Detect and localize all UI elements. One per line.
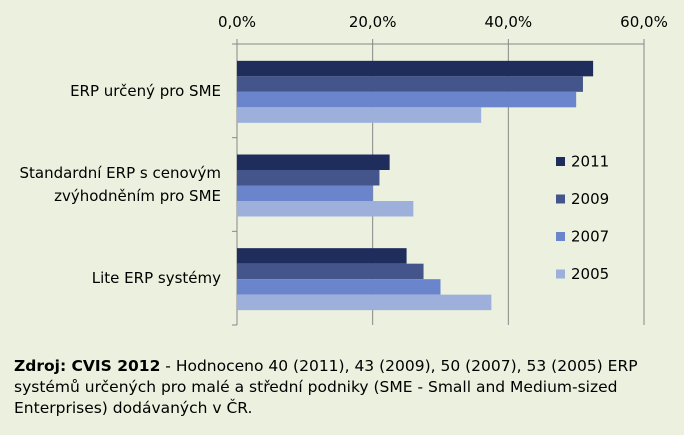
legend-swatch: [556, 269, 565, 279]
legend-label: 2007: [571, 228, 609, 246]
bar: [237, 60, 594, 77]
x-tick-label: 60,0%: [620, 13, 668, 31]
x-tick-label: 20,0%: [349, 13, 397, 31]
bar: [237, 154, 390, 170]
legend-swatch: [556, 194, 565, 204]
legend-label: 2009: [571, 190, 609, 208]
bar: [237, 185, 373, 201]
bar: [237, 248, 407, 264]
bar: [237, 279, 441, 295]
bar: [237, 263, 424, 280]
category-label: ERP určený pro SME: [70, 82, 221, 100]
legend-label: 2005: [571, 265, 609, 283]
legend-swatch: [556, 232, 565, 241]
bars: [237, 60, 594, 311]
caption-text: - Hodnoceno 40 (2011), 43 (2009), 50 (20…: [14, 357, 638, 417]
legend-swatch: [556, 157, 565, 166]
bar: [237, 170, 380, 186]
bar: [237, 294, 492, 311]
source-caption: Zdroj: CVIS 2012 - Hodnoceno 40 (2011), …: [14, 356, 674, 419]
x-tick-labels: 0,0% 20,0% 40,0% 60,0%: [218, 13, 668, 31]
x-tick-label: 40,0%: [485, 13, 533, 31]
category-label: Standardní ERP s cenovým zvýhodněním pro …: [19, 164, 221, 205]
bar-chart: 0,0% 20,0% 40,0% 60,0% ERP určený pro SME St…: [19, 13, 668, 326]
bar: [237, 107, 482, 123]
bar: [237, 76, 583, 92]
x-tick-label: 0,0%: [218, 13, 256, 31]
legend: 2011 2009 2007 2005: [556, 153, 609, 283]
bar: [237, 91, 577, 108]
legend-label: 2011: [571, 153, 609, 171]
category-labels: ERP určený pro SME Standardní ERP s cenov…: [19, 82, 221, 287]
bar: [237, 201, 414, 217]
category-label: Lite ERP systémy: [92, 269, 221, 287]
caption-source-label: Zdroj: CVIS 2012: [14, 357, 161, 375]
